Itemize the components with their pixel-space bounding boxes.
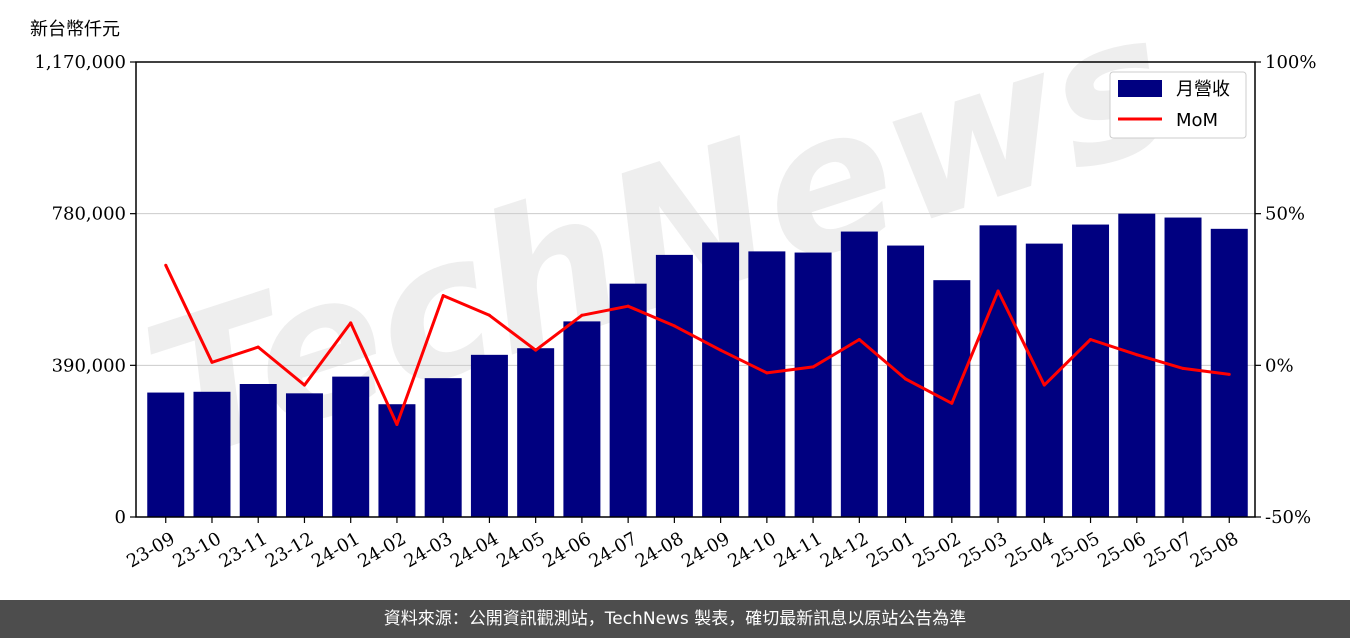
mom-point bbox=[349, 321, 353, 325]
revenue-bar bbox=[147, 392, 185, 517]
revenue-bar bbox=[193, 391, 231, 517]
x-tick-label: 23-10 bbox=[169, 528, 224, 572]
revenue-bar bbox=[702, 242, 740, 517]
x-tick-label: 24-06 bbox=[539, 528, 594, 572]
right-tick-label: 50% bbox=[1265, 204, 1305, 225]
x-tick-label: 24-07 bbox=[586, 528, 641, 572]
gridlines bbox=[136, 213, 1255, 366]
left-tick-label: 390,000 bbox=[52, 355, 126, 376]
right-tick-label: -50% bbox=[1265, 507, 1311, 528]
mom-point bbox=[441, 294, 445, 298]
revenue-bar bbox=[332, 376, 370, 517]
x-tick-label: 24-08 bbox=[632, 528, 687, 572]
revenue-bar bbox=[933, 280, 971, 517]
revenue-bar bbox=[239, 384, 277, 517]
mom-point bbox=[719, 348, 723, 352]
x-tick-label: 24-11 bbox=[771, 528, 826, 572]
x-tick-label: 25-04 bbox=[1002, 528, 1057, 572]
x-tick-label: 25-08 bbox=[1187, 528, 1242, 572]
mom-point bbox=[950, 401, 954, 405]
legend-label-revenue: 月營收 bbox=[1176, 79, 1230, 100]
x-tick-label: 24-09 bbox=[678, 528, 733, 572]
revenue-bar bbox=[979, 225, 1017, 518]
mom-point bbox=[672, 324, 676, 328]
x-tick-label: 23-12 bbox=[262, 528, 317, 572]
x-tick-label: 25-07 bbox=[1140, 528, 1195, 572]
mom-point bbox=[1181, 366, 1185, 370]
x-tick-label: 23-11 bbox=[216, 528, 271, 572]
mom-point bbox=[1135, 353, 1139, 357]
x-tick-label: 24-04 bbox=[447, 528, 502, 572]
revenue-bar bbox=[470, 354, 508, 517]
x-tick-label: 25-03 bbox=[956, 528, 1011, 572]
mom-point bbox=[626, 304, 630, 308]
revenue-bar bbox=[748, 251, 786, 517]
revenue-bar bbox=[424, 378, 462, 517]
revenue-bar bbox=[1072, 224, 1110, 518]
mom-point bbox=[857, 338, 861, 342]
x-tick-label: 24-10 bbox=[724, 528, 779, 572]
x-tick-label: 24-12 bbox=[817, 528, 872, 572]
revenue-bar bbox=[1118, 213, 1156, 517]
revenue-bar bbox=[887, 245, 925, 518]
legend-bar-swatch bbox=[1118, 80, 1162, 97]
mom-point bbox=[210, 360, 214, 364]
source-footer: 資料來源：公開資訊觀測站，TechNews 製表，確切最新訊息以原站公告為準 bbox=[0, 600, 1350, 638]
legend: 月營收 MoM bbox=[1109, 71, 1247, 139]
x-tick-label: 24-02 bbox=[354, 528, 409, 572]
x-tick-label: 25-02 bbox=[909, 528, 964, 572]
mom-line bbox=[164, 264, 1230, 426]
revenue-bar bbox=[517, 348, 555, 517]
mom-point bbox=[811, 365, 815, 369]
revenue-bar bbox=[285, 393, 323, 517]
mom-point bbox=[580, 313, 584, 317]
mom-point bbox=[395, 422, 399, 426]
x-tick-label: 23-09 bbox=[123, 528, 178, 572]
x-tick-label: 25-01 bbox=[863, 528, 918, 572]
revenue-chart: TechNews 0390,000780,0001,170,000-50%0%5… bbox=[30, 0, 1316, 572]
unit-label: 新台幣仟元 bbox=[30, 19, 120, 40]
right-tick-label: 0% bbox=[1265, 355, 1294, 376]
mom-point bbox=[1227, 372, 1231, 376]
x-tick-label: 24-03 bbox=[401, 528, 456, 572]
mom-point bbox=[996, 289, 1000, 293]
legend-label-mom: MoM bbox=[1176, 110, 1218, 131]
x-tick-label: 25-06 bbox=[1094, 528, 1149, 572]
mom-point bbox=[765, 371, 769, 375]
right-tick-label: 100% bbox=[1265, 52, 1316, 73]
mom-point bbox=[302, 383, 306, 387]
left-tick-label: 1,170,000 bbox=[34, 52, 126, 73]
x-tick-label: 24-01 bbox=[308, 528, 363, 572]
x-tick-label: 25-05 bbox=[1048, 528, 1103, 572]
mom-point bbox=[1042, 383, 1046, 387]
x-tick-label: 24-05 bbox=[493, 528, 548, 572]
revenue-bar bbox=[655, 254, 693, 517]
mom-point bbox=[487, 313, 491, 317]
mom-point bbox=[1089, 338, 1093, 342]
revenue-bar bbox=[609, 283, 647, 517]
left-tick-label: 780,000 bbox=[52, 204, 126, 225]
mom-point bbox=[164, 263, 168, 267]
mom-point bbox=[904, 377, 908, 381]
revenue-bar bbox=[563, 321, 601, 517]
mom-point bbox=[256, 345, 260, 349]
revenue-bar bbox=[840, 231, 878, 518]
left-tick-label: 0 bbox=[115, 507, 126, 528]
revenue-bar bbox=[794, 252, 832, 518]
mom-line-group bbox=[164, 263, 1231, 426]
plot-frame bbox=[135, 61, 1256, 518]
revenue-bar bbox=[1025, 243, 1063, 517]
mom-point bbox=[534, 348, 538, 352]
